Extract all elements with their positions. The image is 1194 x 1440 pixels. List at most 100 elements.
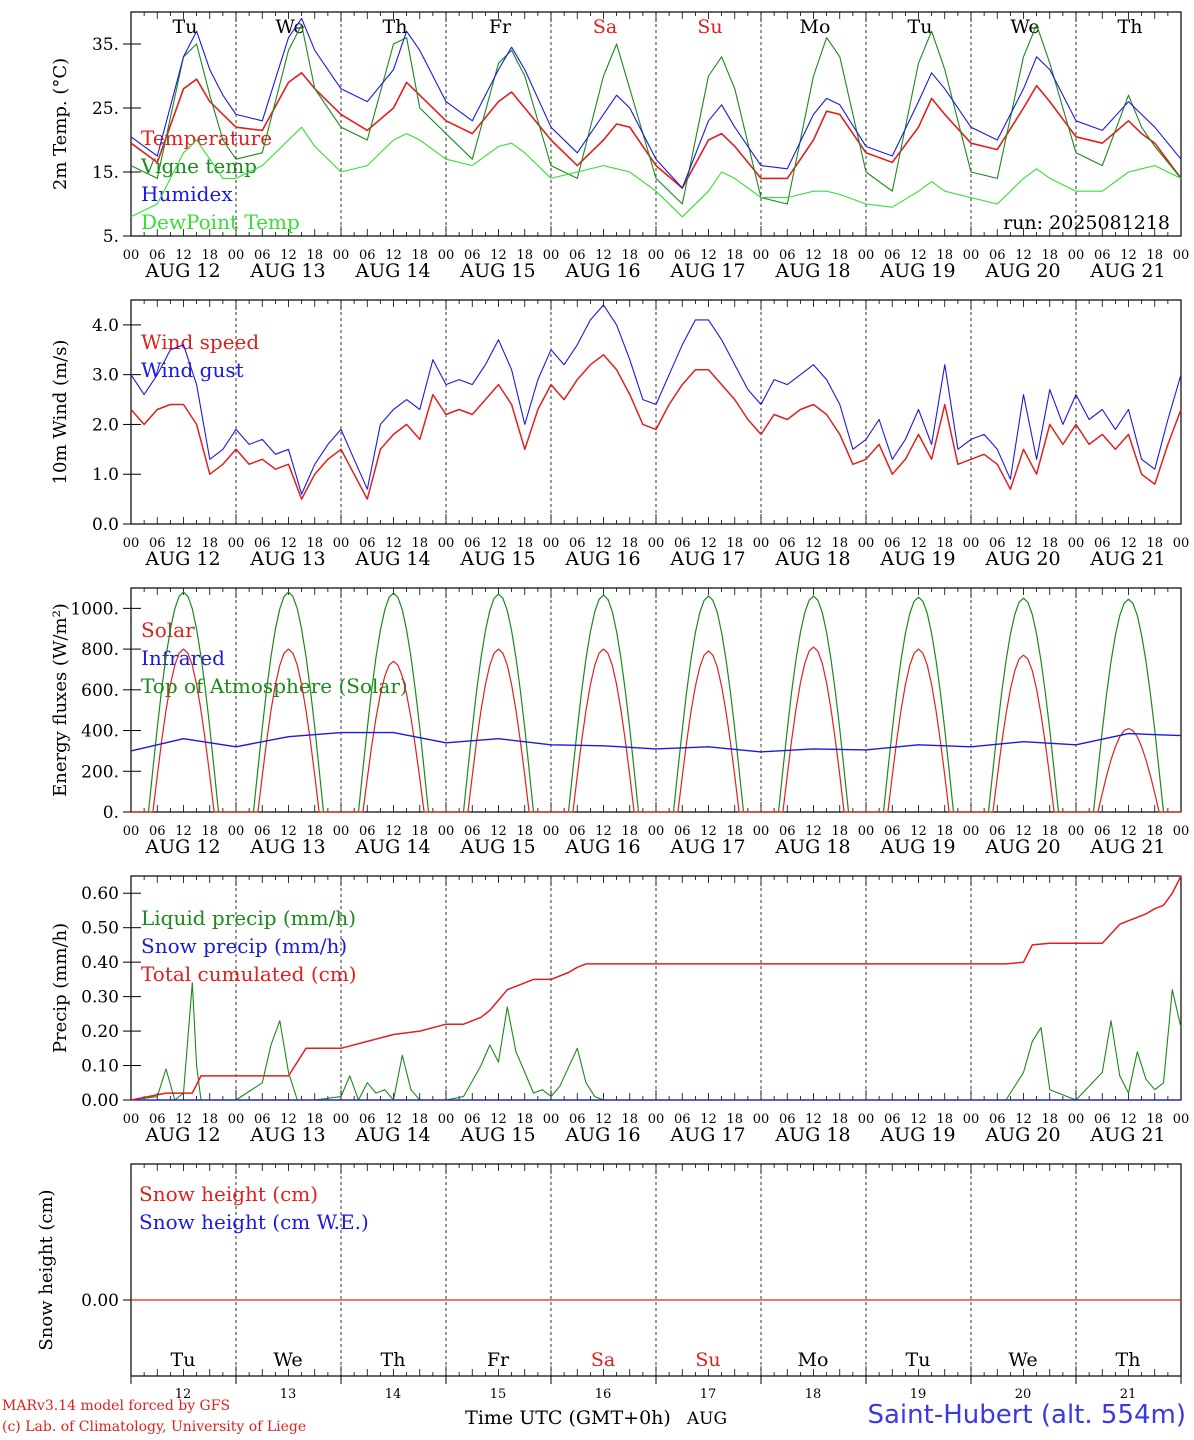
y-axis-label: Snow height (cm) [36, 1189, 57, 1350]
hour-tick-label: 12 [385, 536, 402, 551]
day-number-label: 12 [175, 1387, 192, 1402]
hour-tick-label: 06 [254, 1112, 271, 1127]
hour-tick-label: 00 [543, 824, 560, 839]
hour-tick-label: 06 [569, 536, 586, 551]
hour-tick-label: 06 [989, 1112, 1006, 1127]
y-tick-label: 0.10 [81, 1057, 119, 1077]
hour-tick-label: 00 [1068, 824, 1085, 839]
hour-tick-label: 18 [306, 536, 323, 551]
legend-entry: Snow height (cm W.E.) [139, 1210, 369, 1234]
hour-tick-label: 06 [674, 536, 691, 551]
hour-tick-label: 12 [910, 824, 927, 839]
hour-tick-label: 00 [543, 536, 560, 551]
date-label: AUG 17 [669, 260, 745, 282]
hour-tick-label: 00 [963, 824, 980, 839]
hour-tick-label: 12 [280, 536, 297, 551]
hour-tick-label: 12 [910, 536, 927, 551]
hour-tick-label: 06 [989, 248, 1006, 263]
day-number-label: 13 [280, 1387, 297, 1402]
y-tick-label: 1000. [70, 599, 119, 619]
series-line-wind-gust [130, 304, 1182, 495]
hour-tick-label: 06 [674, 824, 691, 839]
hour-tick-label: 06 [149, 248, 166, 263]
y-tick-label: 400. [81, 722, 119, 742]
hour-tick-label: 18 [621, 536, 638, 551]
y-tick-label: 1.0 [92, 465, 119, 485]
hour-tick-label: 12 [595, 536, 612, 551]
hour-tick-label: 00 [333, 824, 350, 839]
plot-frame [130, 299, 1182, 525]
date-label: AUG 21 [1089, 1124, 1165, 1146]
day-number-label: 19 [910, 1387, 927, 1402]
hour-tick-label: 00 [1173, 824, 1190, 839]
weekday-label: Fr [489, 16, 512, 38]
hour-tick-label: 00 [648, 248, 665, 263]
month-label: AUG [686, 1409, 727, 1429]
run-label: run: 2025081218 [1003, 212, 1170, 234]
weekday-label-bottom: Mo [798, 1349, 829, 1371]
hour-tick-label: 06 [359, 824, 376, 839]
weekday-label: Tu [173, 16, 198, 38]
weekday-label-bottom: Tu [906, 1349, 931, 1371]
hour-tick-label: 18 [306, 1112, 323, 1127]
hour-tick-label: 06 [884, 824, 901, 839]
series-line-solar [131, 646, 1181, 813]
y-tick-label: 35. [92, 35, 119, 55]
y-tick-label: 0.00 [81, 1091, 119, 1111]
day-number-label: 20 [1015, 1387, 1032, 1402]
hour-tick-label: 18 [1146, 536, 1163, 551]
hour-tick-label: 18 [1041, 248, 1058, 263]
hour-tick-label: 18 [831, 248, 848, 263]
hour-tick-label: 18 [831, 536, 848, 551]
y-tick-label: 0.30 [81, 988, 119, 1008]
hour-tick-label: 00 [1173, 1112, 1190, 1127]
hour-tick-label: 00 [1173, 536, 1190, 551]
date-label: AUG 14 [354, 260, 430, 282]
weekday-label-bottom: We [1008, 1349, 1037, 1371]
y-axis-label: 10m Wind (m/s) [50, 340, 71, 485]
hour-tick-label: 06 [254, 248, 271, 263]
hour-tick-label: 12 [490, 1112, 507, 1127]
y-tick-label: 25. [92, 99, 119, 119]
date-label: AUG 16 [564, 548, 640, 570]
hour-tick-label: 06 [779, 536, 796, 551]
hour-tick-label: 18 [516, 248, 533, 263]
hour-tick-label: 12 [910, 248, 927, 263]
weekday-label-bottom: Tu [171, 1349, 196, 1371]
y-tick-label: 0.60 [81, 884, 119, 904]
weekday-label-bottom: Th [1116, 1349, 1141, 1371]
hour-tick-label: 12 [490, 536, 507, 551]
hour-tick-label: 12 [595, 1112, 612, 1127]
date-label: AUG 12 [144, 836, 220, 858]
hour-tick-label: 12 [700, 824, 717, 839]
hour-tick-label: 06 [149, 824, 166, 839]
y-tick-label: 200. [81, 762, 119, 782]
hour-tick-label: 06 [569, 1112, 586, 1127]
date-label: AUG 13 [249, 260, 325, 282]
date-label: AUG 19 [879, 1124, 955, 1146]
hour-tick-label: 00 [123, 248, 140, 263]
hour-tick-label: 12 [595, 824, 612, 839]
hour-tick-label: 18 [936, 1112, 953, 1127]
day-number-label: 17 [700, 1387, 717, 1402]
hour-tick-label: 18 [201, 824, 218, 839]
date-label: AUG 21 [1089, 548, 1165, 570]
hour-tick-label: 00 [963, 536, 980, 551]
hour-tick-label: 00 [1068, 248, 1085, 263]
hour-tick-label: 12 [1120, 824, 1137, 839]
hour-tick-label: 06 [1094, 824, 1111, 839]
legend-entry: Top of Atmosphere (Solar) [141, 674, 408, 698]
hour-tick-label: 00 [963, 248, 980, 263]
date-label: AUG 14 [354, 548, 430, 570]
legend-entry: Humidex [141, 182, 233, 206]
hour-tick-label: 00 [858, 824, 875, 839]
legend-entry: Liquid precip (mm/h) [141, 906, 356, 930]
date-label: AUG 15 [459, 1124, 535, 1146]
hour-tick-label: 06 [989, 824, 1006, 839]
hour-tick-label: 18 [306, 248, 323, 263]
hour-tick-label: 12 [280, 248, 297, 263]
weekday-label: Su [697, 16, 722, 38]
hour-tick-label: 00 [438, 1112, 455, 1127]
y-tick-label: 3.0 [92, 366, 119, 386]
